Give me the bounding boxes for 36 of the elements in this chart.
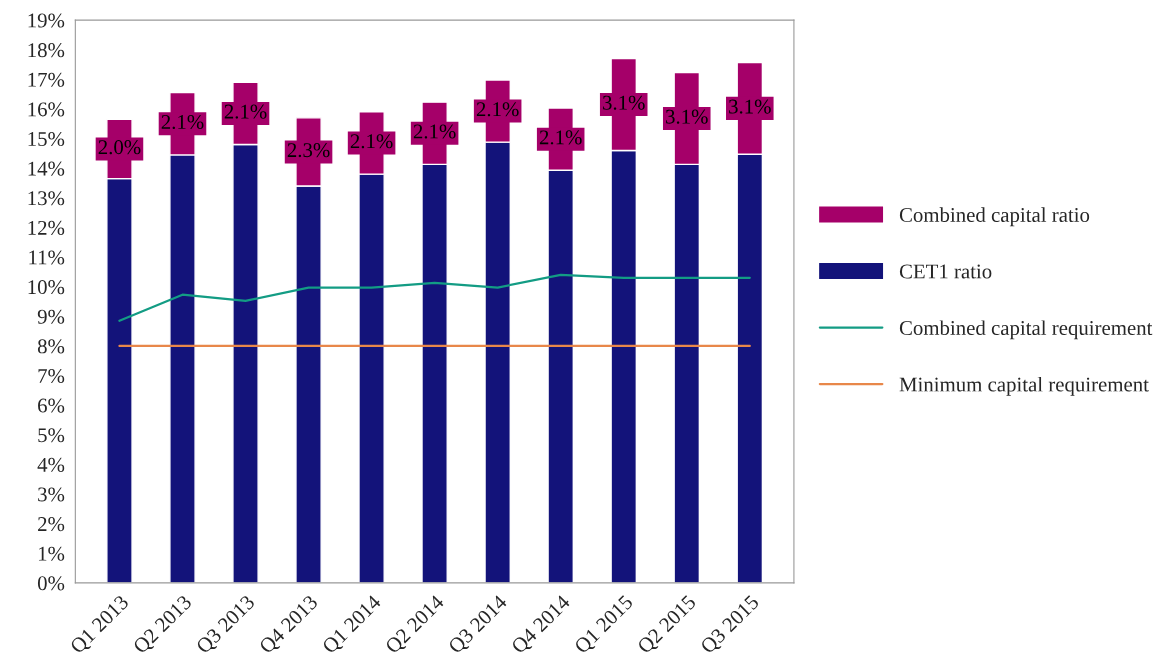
y-tick-label: 13%	[28, 191, 65, 206]
y-tick-label: 10%	[28, 280, 65, 295]
y-tick-label: 9%	[37, 309, 65, 324]
y-tick-label: 19%	[28, 13, 65, 28]
y-tick-label: 4%	[37, 457, 65, 472]
y-tick-label: 15%	[28, 131, 65, 147]
line-series	[118, 273, 751, 322]
y-tick-label: 18%	[28, 43, 65, 58]
data-label: 2.1%	[161, 114, 204, 130]
data-label: 2.1%	[350, 134, 393, 149]
legend-label: CET1 ratio	[899, 264, 992, 279]
data-label: 3.1%	[603, 95, 645, 110]
data-label: 2.1%	[539, 130, 582, 145]
y-tick-label: 16%	[28, 102, 65, 117]
y-tick-label: 8%	[37, 339, 65, 354]
data-label: 2.1%	[224, 104, 267, 119]
y-tick-label: 6%	[38, 398, 65, 413]
data-label: 2.1%	[476, 102, 519, 117]
y-tick-label: 17%	[28, 72, 65, 87]
data-label: 2.3%	[287, 143, 330, 158]
data-label: 3.1%	[666, 109, 708, 124]
y-tick-label: 3%	[38, 487, 65, 502]
legend-label: Minimum capital requirement	[899, 376, 1149, 396]
y-tick-label: 5%	[38, 428, 65, 443]
data-label: 2.1%	[413, 124, 456, 139]
y-tick-label: 1%	[38, 546, 65, 561]
data-label: 2.0%	[98, 140, 141, 155]
y-tick-label: 14%	[28, 161, 65, 176]
y-tick-label: 0%	[37, 576, 65, 591]
data-label: 3.1%	[729, 99, 771, 114]
y-tick-label: 7%	[38, 368, 65, 384]
legend-label: Combined capital ratio	[899, 207, 1090, 227]
y-tick-label: 12%	[28, 220, 65, 235]
y-tick-label: 11%	[29, 250, 65, 265]
y-tick-label: 2%	[38, 517, 65, 532]
legend-label: Combined capital requirement	[899, 320, 1153, 340]
